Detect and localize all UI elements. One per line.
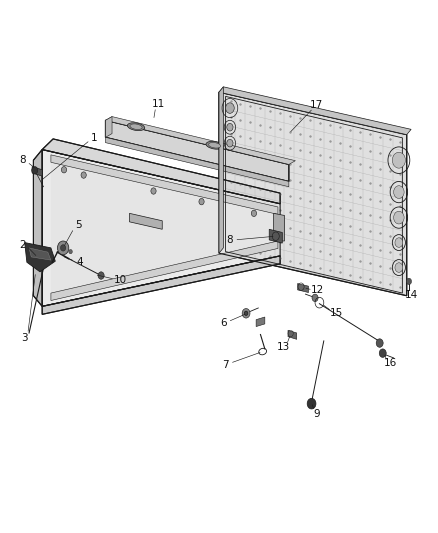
Polygon shape	[219, 92, 407, 296]
Circle shape	[227, 139, 233, 147]
Circle shape	[395, 238, 403, 247]
Polygon shape	[29, 248, 51, 260]
Circle shape	[251, 210, 257, 216]
Circle shape	[242, 309, 250, 318]
Circle shape	[376, 339, 383, 348]
Circle shape	[81, 172, 86, 178]
Polygon shape	[269, 229, 283, 243]
Polygon shape	[51, 163, 278, 293]
Polygon shape	[51, 155, 278, 214]
Circle shape	[227, 124, 233, 131]
Text: 12: 12	[311, 286, 324, 295]
Circle shape	[69, 249, 72, 254]
Text: 5: 5	[75, 220, 82, 230]
Text: 8: 8	[226, 235, 233, 245]
Circle shape	[226, 103, 234, 114]
Text: 10: 10	[114, 276, 127, 285]
Text: 3: 3	[21, 333, 28, 343]
Polygon shape	[42, 139, 280, 204]
Ellipse shape	[206, 141, 223, 149]
Polygon shape	[51, 241, 278, 301]
Circle shape	[98, 272, 104, 279]
Circle shape	[379, 349, 386, 358]
Polygon shape	[274, 213, 285, 241]
Ellipse shape	[130, 124, 142, 130]
Circle shape	[151, 188, 156, 194]
Text: 6: 6	[220, 318, 227, 328]
Circle shape	[312, 294, 318, 302]
Text: 4: 4	[76, 257, 83, 267]
Text: 16: 16	[384, 358, 397, 368]
Circle shape	[395, 263, 403, 272]
Ellipse shape	[127, 123, 145, 131]
Polygon shape	[42, 150, 280, 306]
Polygon shape	[256, 317, 265, 327]
Circle shape	[392, 152, 406, 168]
Circle shape	[394, 185, 404, 198]
Text: 11: 11	[152, 99, 166, 109]
Polygon shape	[106, 117, 295, 165]
Polygon shape	[32, 166, 42, 176]
Circle shape	[60, 245, 66, 251]
Circle shape	[307, 398, 316, 409]
Text: 14: 14	[404, 290, 418, 300]
Polygon shape	[25, 243, 55, 272]
Circle shape	[32, 166, 38, 174]
Text: 9: 9	[314, 409, 320, 419]
Polygon shape	[106, 138, 289, 187]
Polygon shape	[219, 87, 223, 253]
Circle shape	[61, 166, 67, 173]
Circle shape	[57, 241, 69, 255]
Text: 15: 15	[329, 308, 343, 318]
Circle shape	[199, 198, 204, 205]
Text: 7: 7	[222, 360, 229, 370]
Polygon shape	[106, 120, 289, 181]
Text: 17: 17	[310, 100, 323, 110]
Circle shape	[394, 211, 404, 224]
Circle shape	[244, 311, 248, 316]
Polygon shape	[42, 256, 280, 314]
Text: 13: 13	[277, 342, 290, 352]
Circle shape	[406, 278, 412, 285]
Polygon shape	[106, 117, 112, 138]
Polygon shape	[33, 150, 42, 306]
Polygon shape	[219, 87, 411, 135]
Polygon shape	[130, 213, 162, 229]
Polygon shape	[297, 284, 308, 293]
Ellipse shape	[208, 142, 221, 148]
Text: 1: 1	[91, 133, 98, 143]
Text: 8: 8	[19, 155, 26, 165]
Polygon shape	[288, 330, 297, 340]
Text: 2: 2	[19, 240, 26, 250]
